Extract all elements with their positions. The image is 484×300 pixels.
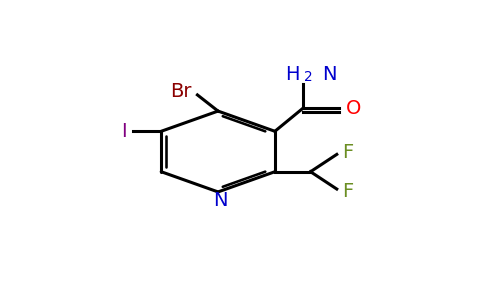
Text: F: F (342, 182, 354, 201)
Text: N: N (212, 190, 227, 209)
Text: Br: Br (170, 82, 191, 101)
Text: O: O (346, 99, 362, 118)
Text: I: I (121, 122, 126, 141)
Text: 2: 2 (304, 70, 313, 85)
Text: H: H (285, 65, 299, 84)
Text: F: F (342, 142, 354, 162)
Text: N: N (322, 65, 336, 84)
